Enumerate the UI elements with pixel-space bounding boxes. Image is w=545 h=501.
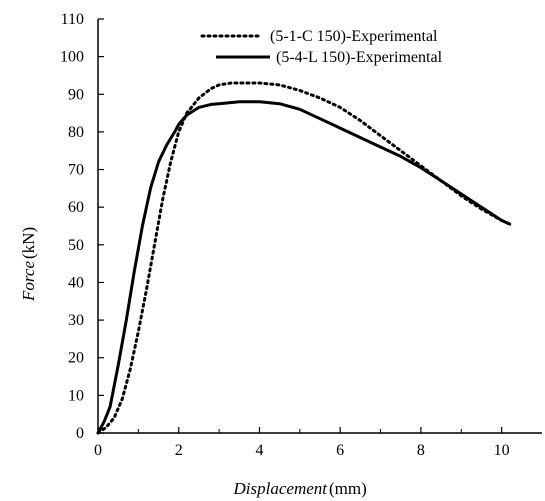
series-layer: [96, 81, 512, 435]
series-line-2: [96, 100, 512, 435]
legend-label-series-2: (5-4-L 150)-Experimental: [276, 49, 443, 66]
y-tick-label: 10: [68, 387, 84, 404]
x-axis-title-unit: (mm): [329, 479, 367, 498]
x-tick-label: 8: [417, 442, 425, 459]
legend-label-series-1: (5-1-C 150)-Experimental: [270, 28, 438, 45]
y-tick-label: 110: [61, 11, 84, 28]
y-tick-label: 50: [68, 237, 84, 254]
x-tick-label: 0: [94, 442, 102, 459]
y-tick-label: 100: [60, 49, 84, 66]
y-tick-label: 0: [76, 425, 84, 442]
y-tick-label: 20: [68, 350, 84, 367]
x-tick-label: 4: [255, 442, 263, 459]
x-tick-label: 2: [175, 442, 183, 459]
series-line-1: [96, 81, 512, 435]
x-tick-label: 6: [336, 442, 344, 459]
y-tick-label: 40: [68, 274, 84, 291]
y-tick-label: 60: [68, 199, 84, 216]
x-axis-title: Displacement (mm): [233, 479, 367, 498]
x-axis-title-name: Displacement: [233, 479, 329, 498]
plot-axes: [97, 19, 542, 434]
x-tick-label: 10: [494, 442, 510, 459]
y-tick-label: 80: [68, 124, 84, 141]
axis-ticks: 0 10 20 30 40 50 60 70 80 90 100 110 0 2 4 6 8 10: [60, 11, 510, 459]
y-axis-title-unit: (kN): [19, 227, 38, 259]
y-tick-label: 30: [68, 312, 84, 329]
y-tick-label: 70: [68, 162, 84, 179]
y-axis-title: Force (kN): [19, 227, 38, 302]
y-axis-title-name: Force: [19, 261, 38, 302]
y-tick-label: 90: [68, 86, 84, 103]
legend: (5-1-C 150)-Experimental (5-4-L 150)-Exp…: [200, 28, 443, 66]
